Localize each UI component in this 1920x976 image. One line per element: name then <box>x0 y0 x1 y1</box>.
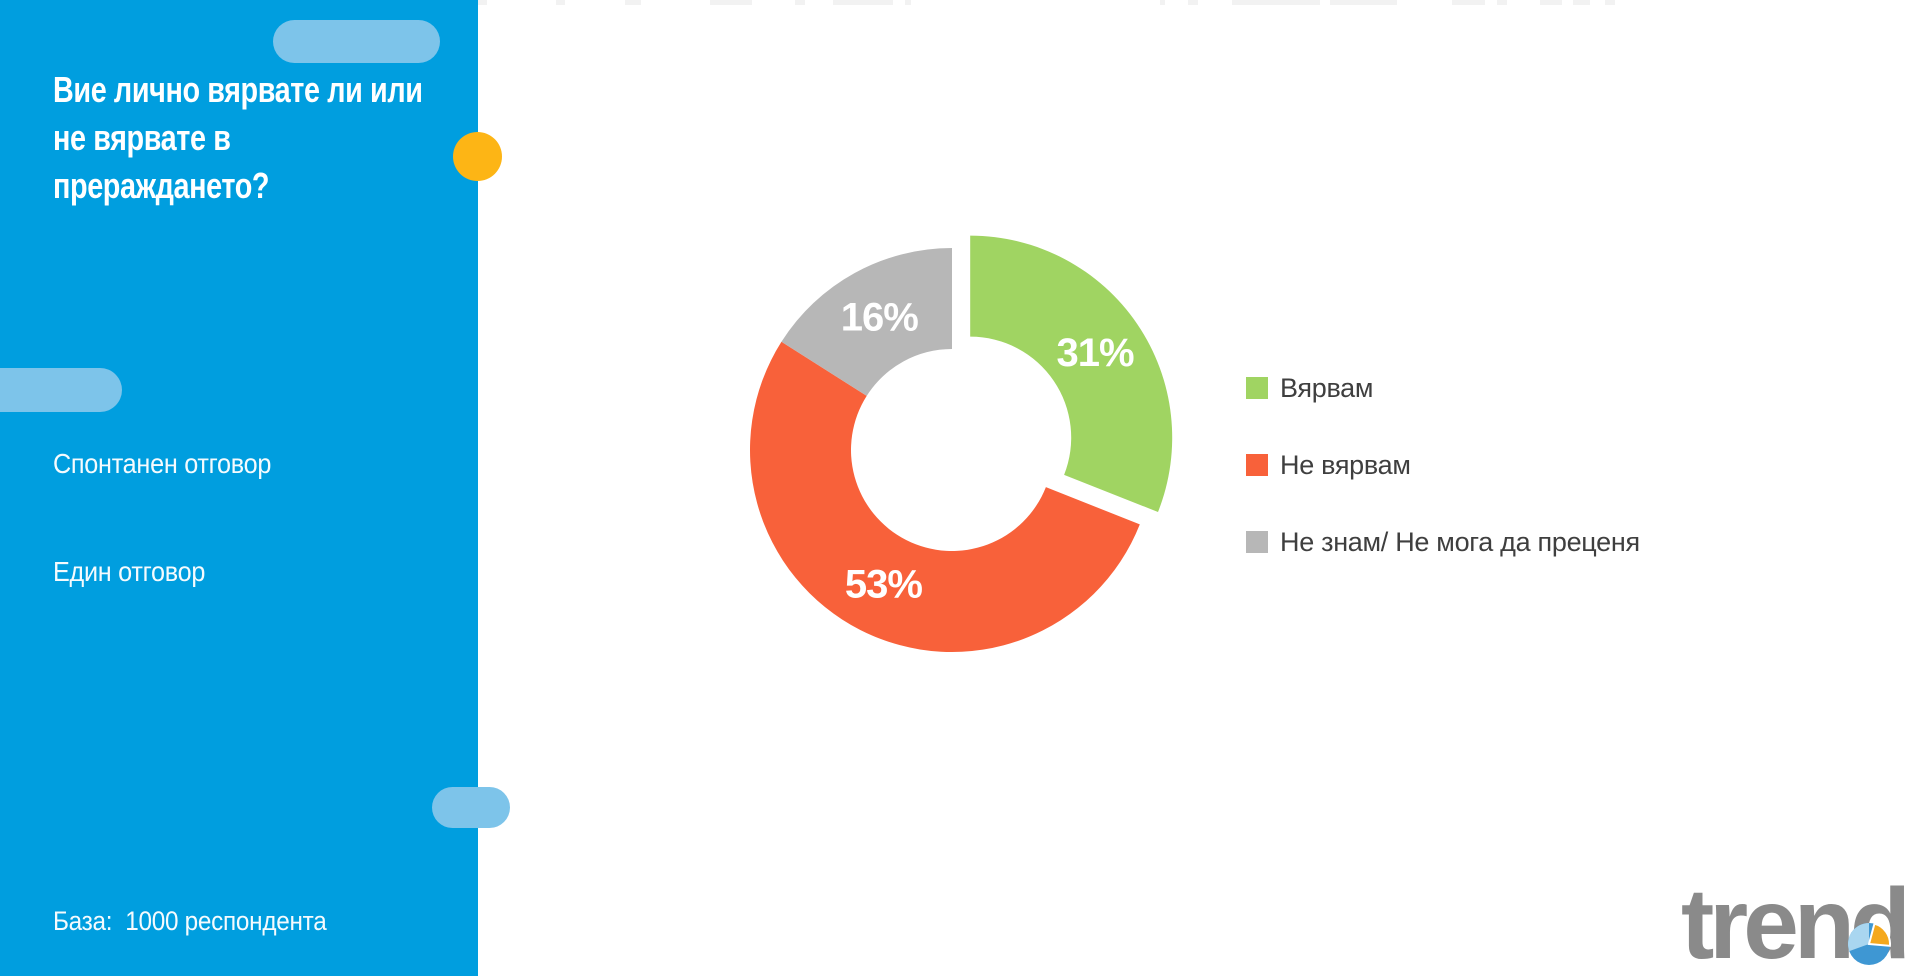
legend-swatch-green <box>1246 377 1268 399</box>
donut-slice-2 <box>781 248 952 396</box>
decoration-yellow-circle <box>453 132 502 181</box>
top-edge-mark <box>1452 0 1485 5</box>
legend-label: Вярвам <box>1280 372 1374 403</box>
top-edge-mark <box>710 0 752 5</box>
legend-swatch-orange <box>1246 454 1268 476</box>
top-edge-mark <box>477 0 487 5</box>
donut-data-label-1: 53% <box>845 563 922 607</box>
top-edge-mark <box>1330 0 1397 5</box>
top-edge-mark <box>1540 0 1562 5</box>
question-line-2: не вярвате в <box>53 117 231 158</box>
top-edge-mark <box>1160 0 1165 5</box>
sidebar: Вие лично вярвате ли или не вярвате в пр… <box>0 0 478 976</box>
donut-data-label-0: 31% <box>1057 331 1134 375</box>
question-title: Вие лично вярвате ли или не вярвате в пр… <box>53 66 437 210</box>
base-label: База: 1000 респондента <box>53 906 327 936</box>
top-edge-mark <box>1188 0 1198 5</box>
question-line-1: Вие лично вярвате ли или <box>53 69 423 110</box>
legend-swatch-gray <box>1246 531 1268 553</box>
legend-item-believe: Вярвам <box>1246 372 1640 403</box>
chart-legend: Вярвам Не вярвам Не знам/ Не мога да пре… <box>1246 372 1640 605</box>
donut-slice-0 <box>970 235 1173 512</box>
legend-item-dont-know: Не знам/ Не мога да преценя <box>1246 526 1640 557</box>
top-edge-mark <box>833 0 893 5</box>
top-edge-mark <box>1497 0 1507 5</box>
question-line-3: прераждането? <box>53 165 270 206</box>
donut-data-label-2: 16% <box>841 296 918 340</box>
donut-slice-1 <box>750 341 1140 652</box>
logo-pie-icon <box>1848 922 1891 965</box>
donut-chart: 31% 53% 16% <box>750 235 1173 652</box>
trend-logo: trend <box>1586 864 1911 974</box>
legend-label: Не знам/ Не мога да преценя <box>1280 526 1640 557</box>
top-edge-mark <box>1232 0 1320 5</box>
legend-item-not-believe: Не вярвам <box>1246 449 1640 480</box>
top-edge-mark <box>1605 0 1615 5</box>
answer-type-note: Спонтанен отговор <box>53 448 272 479</box>
answer-count-note: Един отговор <box>53 556 206 587</box>
legend-label: Не вярвам <box>1280 449 1411 480</box>
top-edge-mark <box>905 0 911 5</box>
decoration-pill-bottom <box>432 787 510 828</box>
top-edge-mark <box>625 0 641 5</box>
top-edge-mark <box>795 0 805 5</box>
decoration-pill-top <box>273 20 440 63</box>
top-edge-mark <box>556 0 565 5</box>
decoration-pill-left <box>0 368 122 412</box>
top-edge-mark <box>1573 0 1590 5</box>
